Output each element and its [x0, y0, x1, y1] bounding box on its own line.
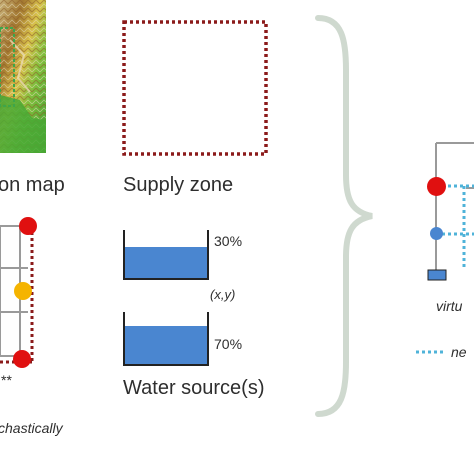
supply-zone-label: Supply zone — [123, 174, 234, 196]
stochastic-label: chastically — [0, 420, 63, 436]
node-yellow — [14, 282, 32, 300]
water-sources-label: Water source(s) — [123, 377, 265, 399]
node-red-top — [19, 217, 37, 235]
node-red-bottom — [13, 350, 31, 368]
virtual-label: virtu — [436, 298, 463, 314]
coords-label: (x,y) — [210, 287, 236, 302]
elevation-map-label: on map — [0, 174, 65, 196]
node-red-right — [427, 177, 446, 196]
tank-bottom-percent: 70% — [214, 336, 243, 352]
tank-top-percent: 30% — [214, 233, 243, 249]
stars-label: ** — [1, 372, 12, 388]
node-blue-right — [430, 227, 443, 240]
new-label: ne — [451, 344, 467, 360]
